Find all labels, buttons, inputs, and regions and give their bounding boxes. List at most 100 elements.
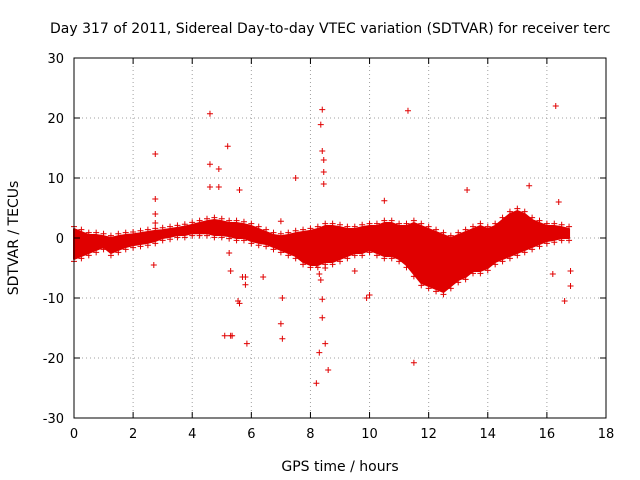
band-lower-point (218, 234, 225, 241)
excursion-point (152, 220, 159, 226)
band-upper-point (159, 224, 166, 231)
y-tick-label: 0 (56, 232, 64, 247)
excursion-point (526, 182, 533, 189)
excursion-point (325, 367, 332, 373)
band-lower-point (300, 261, 307, 268)
band-upper-point (263, 226, 270, 233)
y-axis-label: SDTVAR / TECUs (6, 181, 22, 296)
excursion-point (277, 320, 284, 327)
band-lower-point (93, 249, 100, 256)
band-lower-point (100, 246, 107, 253)
band-upper-point (447, 232, 454, 239)
band-lower-point (78, 255, 85, 262)
band-upper-point (152, 225, 159, 232)
excursion-point (279, 335, 286, 342)
excursion-point (226, 250, 233, 256)
excursion-point (152, 211, 159, 217)
excursion-point (319, 106, 326, 113)
band-upper-point (551, 220, 558, 227)
band-upper-point (462, 226, 469, 233)
excursion-point (322, 340, 329, 347)
band-upper-point (255, 223, 262, 230)
band-upper-point (93, 229, 100, 236)
excursion-point (404, 107, 411, 114)
excursion-point (316, 253, 323, 259)
band-upper-point (410, 217, 417, 224)
band-lower-point (543, 240, 550, 247)
band-lower-point (226, 235, 233, 242)
excursion-point (317, 277, 324, 283)
excursion-point (292, 175, 299, 181)
x-tick-label: 4 (188, 427, 196, 442)
data-points (71, 103, 574, 387)
band-lower-point (425, 285, 432, 292)
band-upper-point (433, 226, 440, 233)
band-upper-point (521, 208, 528, 215)
band-lower-point (492, 261, 499, 268)
excursion-point (221, 332, 228, 339)
x-tick-label: 10 (361, 427, 378, 442)
band-upper-point (115, 230, 122, 237)
band-upper-point (373, 220, 380, 227)
band-lower-point (558, 237, 565, 244)
excursion-point (319, 314, 326, 321)
band-upper-point (366, 220, 373, 227)
band-lower-point (307, 264, 314, 271)
excursion-point (555, 199, 562, 205)
excursion-point (316, 271, 323, 277)
excursion-point (567, 283, 574, 289)
excursion-point (316, 349, 323, 356)
excursion-point (322, 265, 329, 271)
band-lower-point (344, 255, 351, 262)
excursion-point (215, 166, 222, 172)
band-upper-point (418, 220, 425, 227)
excursion-point (320, 157, 327, 163)
excursion-point (206, 184, 213, 190)
band-lower-point (233, 237, 240, 244)
x-tick-label: 0 (70, 427, 78, 442)
band-upper-point (529, 214, 536, 221)
band-lower-point (462, 276, 469, 283)
excursion-point (236, 187, 243, 193)
excursion-point (277, 218, 284, 225)
band-lower-point (144, 242, 151, 249)
excursion-point (260, 274, 267, 280)
band-lower-point (174, 234, 181, 241)
band-lower-point (351, 252, 358, 259)
band-lower-point (373, 252, 380, 259)
excursion-point (561, 298, 568, 304)
excursion-point (150, 262, 157, 268)
band-lower-point (455, 279, 462, 286)
excursion-point (206, 161, 213, 168)
excursion-point (243, 340, 250, 347)
band-lower-point (122, 246, 129, 253)
excursion-point (464, 187, 471, 193)
band-lower-point (388, 255, 395, 262)
band-upper-point (174, 222, 181, 229)
band-lower-point (270, 246, 277, 253)
band-lower-point (204, 232, 210, 239)
band-upper-point (396, 220, 403, 227)
band-upper-point (492, 220, 499, 227)
band-upper-point (543, 220, 550, 227)
band-lower-point (263, 243, 270, 250)
excursion-point (227, 268, 234, 274)
band-upper-point (566, 223, 573, 230)
x-tick-label: 8 (306, 427, 314, 442)
band-lower-point (418, 282, 425, 289)
excursion-point (320, 181, 327, 187)
excursion-point (242, 281, 249, 288)
band-lower-point (366, 249, 373, 256)
band-upper-point (499, 214, 506, 221)
band-lower-point (410, 273, 417, 280)
band-upper-point (337, 221, 343, 228)
band-lower-point (107, 252, 114, 259)
band-upper-point (270, 229, 277, 236)
band-upper-point (211, 214, 218, 221)
band-upper-point (381, 217, 388, 224)
band-lower-point (159, 237, 166, 244)
band-upper-point (359, 221, 366, 228)
band-lower-point (196, 232, 203, 239)
band-lower-point (337, 258, 343, 265)
x-axis-label: GPS time / hours (281, 459, 398, 475)
